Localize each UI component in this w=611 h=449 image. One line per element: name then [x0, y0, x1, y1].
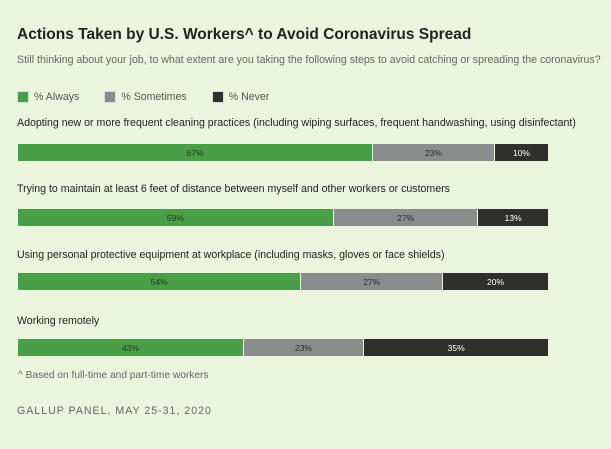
bar-segment-sometimes: 27%: [333, 209, 479, 226]
category-label: Working remotely: [17, 315, 100, 327]
legend-swatch: [211, 91, 224, 103]
data-label: 20%: [486, 276, 504, 287]
stacked-bar: 43% 23% 35%: [18, 339, 548, 356]
stacked-bar: 59% 27% 13%: [18, 209, 548, 226]
data-label: 59%: [166, 212, 184, 223]
bar-segment-never: 20%: [443, 273, 548, 290]
bar-segment-never: 10%: [494, 144, 548, 161]
bar-segment-sometimes: 27%: [301, 273, 444, 290]
legend-swatch: [104, 91, 117, 103]
category-label: Trying to maintain at least 6 feet of di…: [17, 183, 450, 195]
chart-subtitle: Still thinking about your job, to what e…: [17, 54, 601, 66]
bar-segment-never: 13%: [478, 209, 548, 226]
bar-segment-always: 54%: [18, 273, 302, 290]
legend-swatch: [17, 91, 29, 103]
chart-title: Actions Taken by U.S. Workers^ to Avoid …: [17, 26, 472, 43]
data-label: 13%: [504, 212, 522, 223]
bar-segment-always: 43%: [18, 339, 244, 356]
bar-segment-never: 35%: [364, 339, 548, 356]
legend-label: % Always: [34, 91, 80, 103]
data-label: 23%: [294, 342, 312, 353]
data-label: 23%: [425, 147, 443, 158]
bar-segment-sometimes: 23%: [373, 144, 495, 161]
legend: % Always % Sometimes % Never: [17, 91, 294, 103]
bar-segment-sometimes: 23%: [243, 339, 365, 356]
bar-segment-always: 59%: [18, 209, 334, 226]
data-label: 27%: [397, 212, 415, 223]
stacked-bar: 67% 23% 10%: [18, 144, 548, 161]
legend-label: % Sometimes: [121, 91, 187, 103]
data-label: 67%: [186, 147, 204, 158]
data-label: 43%: [121, 342, 139, 353]
footnote: ^ Based on full-time and part-time worke…: [18, 370, 209, 381]
data-label: 54%: [150, 276, 168, 287]
data-label: 27%: [363, 276, 381, 287]
stacked-bar: 54% 27% 20%: [18, 273, 548, 290]
legend-label: % Never: [228, 91, 270, 103]
bar-segment-always: 67%: [18, 144, 374, 161]
category-label: Adopting new or more frequent cleaning p…: [17, 117, 576, 129]
legend-item-never: % Never: [211, 91, 270, 103]
category-label: Using personal protective equipment at w…: [17, 249, 445, 261]
data-label: 35%: [447, 342, 465, 353]
legend-item-always: % Always: [17, 91, 79, 103]
source: GALLUP PANEL, MAY 25-31, 2020: [17, 405, 212, 417]
legend-item-sometimes: % Sometimes: [104, 91, 187, 103]
data-label: 10%: [512, 147, 530, 158]
